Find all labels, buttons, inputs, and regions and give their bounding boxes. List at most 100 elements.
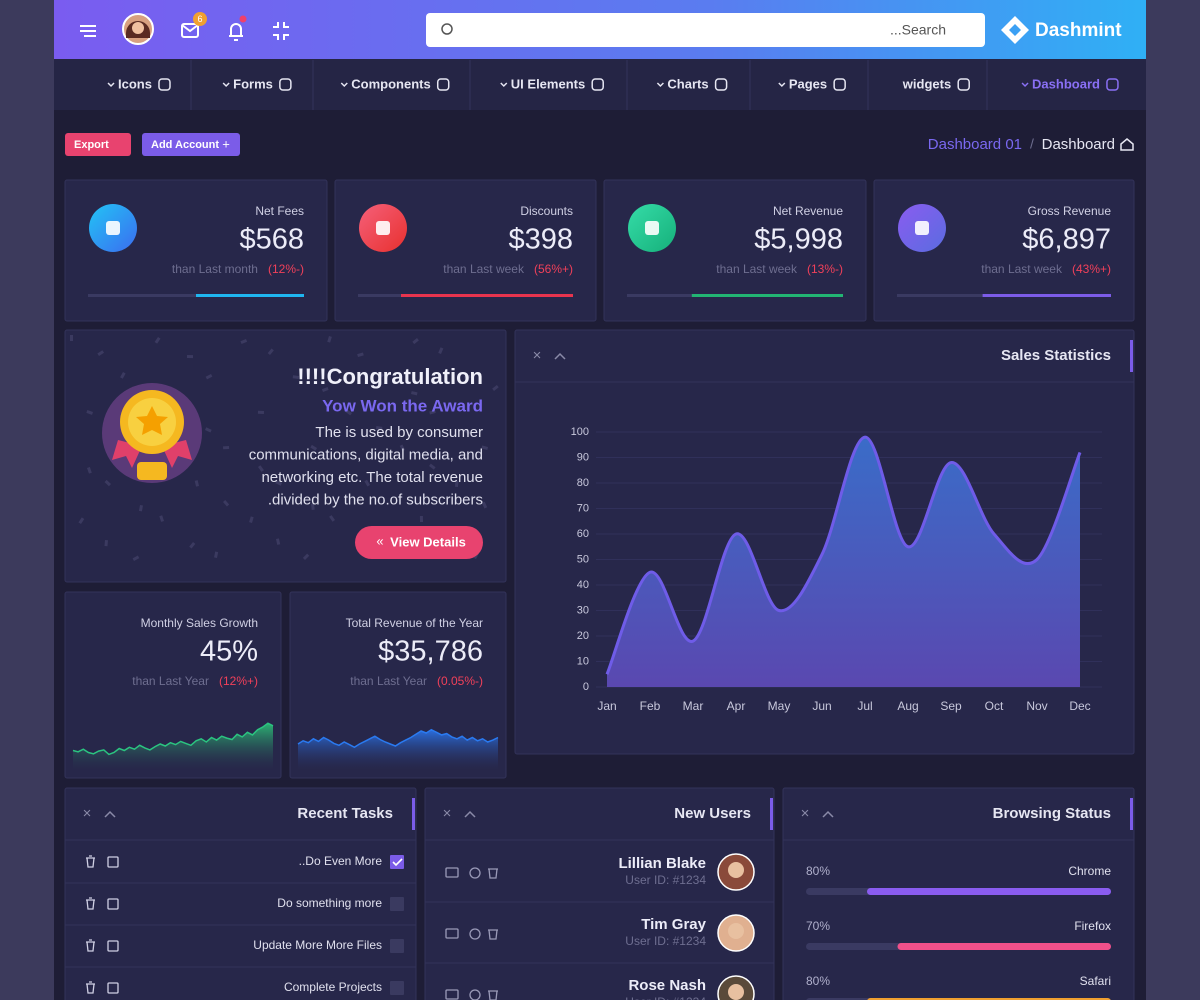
user-name: Rose Nash — [628, 977, 706, 994]
edit-icon[interactable] — [107, 982, 119, 994]
stat-value: $398 — [508, 224, 573, 256]
task-checkbox[interactable] — [390, 939, 404, 953]
edit-icon[interactable] — [107, 940, 119, 952]
view-details-button[interactable] — [355, 526, 483, 559]
brand-name: Dashmint — [1035, 20, 1122, 41]
collapse-icon[interactable] — [554, 352, 566, 360]
settings-action[interactable] — [469, 989, 481, 1000]
nav-icon — [714, 78, 728, 91]
card — [64, 787, 417, 1000]
confetti — [399, 444, 405, 452]
edit-icon[interactable] — [107, 898, 119, 910]
task-checkbox[interactable] — [390, 897, 404, 911]
y-tick-label: 0 — [583, 681, 589, 693]
mail-badge — [193, 12, 207, 26]
nav-item[interactable]: Charts — [667, 76, 708, 91]
nav-bar — [54, 59, 1146, 110]
delete-action[interactable] — [488, 929, 498, 940]
mail-action[interactable] — [445, 928, 459, 939]
trash-icon[interactable] — [86, 897, 95, 910]
confetti — [302, 553, 310, 560]
award-text: The is used by consumer — [315, 424, 483, 441]
delete-action[interactable] — [488, 868, 498, 879]
stat-label: Gross Revenue — [1028, 204, 1112, 218]
nav-icon — [957, 78, 970, 91]
collapse-icon[interactable] — [104, 810, 116, 818]
mail-action[interactable] — [445, 867, 459, 878]
task-checkbox[interactable] — [390, 855, 404, 869]
nav-item[interactable]: Icons — [118, 76, 152, 91]
nav-item[interactable]: widgets — [902, 76, 951, 91]
confetti — [86, 410, 93, 415]
collapse-icon[interactable] — [464, 810, 476, 818]
trash-icon[interactable] — [86, 939, 95, 952]
nav-item[interactable]: Forms — [233, 76, 273, 91]
y-tick-label: 90 — [577, 451, 589, 463]
close-icon[interactable]: × — [83, 805, 92, 822]
view-details-label[interactable]: View Details — [390, 534, 466, 549]
search-box[interactable] — [426, 13, 985, 47]
mini-label: Total Revenue of the Year — [346, 616, 483, 630]
confetti — [205, 374, 213, 380]
collapse-icon[interactable] — [822, 810, 834, 818]
y-tick-label: 20 — [577, 630, 589, 642]
x-tick-label: May — [768, 699, 791, 713]
confetti — [78, 517, 85, 525]
nav-chevron — [778, 82, 786, 88]
change-text: (12%+) — [219, 674, 258, 688]
settings-action[interactable] — [469, 867, 481, 879]
mini-value: $35,786 — [378, 636, 483, 668]
nav-item[interactable]: Dashboard — [1032, 76, 1100, 91]
stat-note: than Last week (13%-) — [716, 262, 843, 276]
browser-name: Firefox — [1074, 919, 1111, 933]
card — [64, 591, 282, 779]
browser-percent: 70% — [806, 919, 830, 933]
close-icon[interactable]: × — [443, 805, 452, 822]
user-name: Tim Gray — [641, 916, 706, 933]
breadcrumb-link[interactable]: Dashboard 01 — [928, 136, 1022, 153]
export-button[interactable] — [65, 133, 131, 156]
trash-icon[interactable] — [86, 855, 95, 868]
confetti — [429, 410, 436, 415]
title-accent — [412, 798, 415, 830]
mail-action[interactable] — [445, 989, 459, 1000]
browser-name: Chrome — [1068, 864, 1111, 878]
menu-icon[interactable] — [80, 25, 96, 37]
user-id: User ID: #1234 — [625, 995, 706, 1000]
panel-title: New Users — [674, 805, 751, 822]
add-account-label[interactable]: Add Account — [151, 139, 219, 151]
compress-icon[interactable] — [273, 22, 289, 40]
delete-action[interactable] — [488, 990, 498, 1000]
x-tick-label: Aug — [897, 699, 918, 713]
confetti — [194, 480, 200, 487]
stat-icon-glyph — [106, 221, 120, 235]
close-icon[interactable]: × — [533, 347, 542, 364]
nav-chevron — [500, 82, 508, 88]
confetti — [429, 463, 436, 470]
confetti — [249, 516, 254, 523]
confetti — [104, 479, 111, 487]
nav-item[interactable]: Pages — [789, 76, 827, 91]
settings-action[interactable] — [469, 928, 481, 940]
export-label[interactable]: Export — [74, 139, 109, 151]
bell-icon[interactable] — [229, 23, 243, 41]
note-text: than Last week — [443, 262, 525, 276]
x-tick-label: Jan — [597, 699, 616, 713]
checkmark — [392, 858, 403, 867]
confetti — [377, 373, 385, 380]
add-account-button[interactable] — [142, 133, 240, 156]
title-accent — [1130, 798, 1133, 830]
award-text: communications, digital media, and — [249, 446, 483, 463]
trash-icon[interactable] — [86, 981, 95, 994]
nav-item[interactable]: UI Elements — [511, 76, 585, 91]
confetti — [482, 501, 488, 509]
close-icon[interactable]: × — [801, 805, 810, 822]
mail-icon[interactable] — [181, 23, 199, 38]
note-text: than Last Year — [350, 674, 427, 688]
edit-icon[interactable] — [107, 856, 119, 868]
task-checkbox[interactable] — [390, 981, 404, 995]
nav-item[interactable]: Components — [351, 76, 430, 91]
confetti — [327, 336, 332, 343]
progress-fill — [401, 294, 573, 297]
